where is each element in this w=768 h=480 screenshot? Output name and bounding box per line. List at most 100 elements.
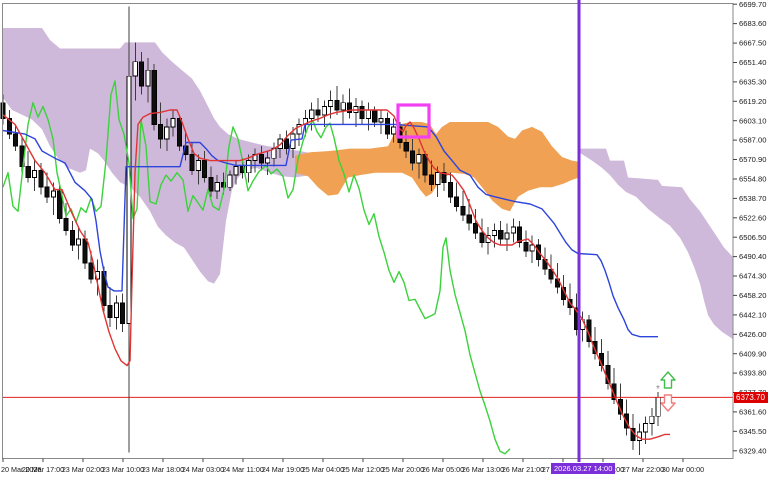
candle xyxy=(170,117,176,128)
candle xyxy=(208,177,214,192)
candle xyxy=(132,61,138,77)
chikou-span-line xyxy=(2,80,511,455)
candle xyxy=(416,154,422,164)
candle xyxy=(409,150,416,164)
candle xyxy=(617,398,623,415)
x-axis-label: 24 Mar 19:00 xyxy=(262,465,304,474)
buy-arrow-icon[interactable] xyxy=(660,371,676,389)
y-axis-label: 6426.00 xyxy=(739,330,766,339)
x-axis-label: 20 Mar 17:00 xyxy=(22,465,64,474)
candle xyxy=(523,242,529,252)
senkou-cloud-left xyxy=(3,28,335,284)
candle xyxy=(227,174,233,188)
candle xyxy=(472,222,479,234)
candle xyxy=(479,232,485,244)
candle xyxy=(145,69,151,87)
y-axis-label: 6619.20 xyxy=(739,97,766,106)
candle xyxy=(309,109,315,119)
x-axis-label: 25 Mar 20:00 xyxy=(382,465,424,474)
object-marker[interactable]: * xyxy=(656,384,660,395)
candle xyxy=(69,230,75,246)
candle xyxy=(139,61,145,87)
candle xyxy=(517,226,523,244)
y-axis-label: 6393.80 xyxy=(739,369,766,378)
candle xyxy=(548,268,554,280)
candle xyxy=(44,186,50,198)
y-axis-label: 6538.70 xyxy=(739,194,766,203)
candle xyxy=(50,190,56,198)
x-axis-label: 26 Mar 13:00 xyxy=(462,465,504,474)
candle xyxy=(340,102,346,111)
tenkan-sen-line xyxy=(2,109,670,440)
candle xyxy=(372,109,378,123)
candle xyxy=(498,230,504,240)
candle xyxy=(378,117,384,123)
y-axis-label: 6474.30 xyxy=(739,272,766,281)
candle xyxy=(466,214,472,224)
candle xyxy=(202,160,208,178)
candle xyxy=(649,415,655,424)
senkou-cloud-mid xyxy=(295,122,579,212)
x-axis-label: 23 Mar 18:00 xyxy=(142,465,184,474)
candle xyxy=(120,302,126,324)
chart-border xyxy=(2,3,734,459)
candle xyxy=(31,169,38,178)
x-axis-label: 20 Mar 2026 xyxy=(1,465,41,474)
y-axis-label: 6635.30 xyxy=(739,78,766,87)
y-axis-label: 6554.80 xyxy=(739,175,766,184)
x-axis-label: 23 Mar 10:00 xyxy=(102,465,144,474)
y-axis-label: 6699.70 xyxy=(739,0,766,9)
candle xyxy=(76,238,82,246)
candle xyxy=(346,102,353,113)
candle xyxy=(504,232,510,240)
x-axis-label: 25 Mar 04:00 xyxy=(302,465,344,474)
candle xyxy=(611,383,617,400)
candle xyxy=(491,230,497,236)
x-axis-label: 24 Mar 11:00 xyxy=(222,465,264,474)
y-axis-label: 6458.20 xyxy=(739,291,766,300)
candle xyxy=(283,138,290,150)
x-axis-label: 26 Mar 21:00 xyxy=(502,465,544,474)
y-axis-label: 6522.60 xyxy=(739,213,766,222)
candle xyxy=(151,69,157,125)
candle xyxy=(13,133,19,147)
candle xyxy=(428,174,434,186)
candle xyxy=(88,262,94,280)
candle xyxy=(315,109,321,116)
y-axis-label: 6506.50 xyxy=(739,233,766,242)
candle xyxy=(384,117,390,135)
selected-time-tag[interactable]: 2026.03.27 14:00 xyxy=(551,463,616,474)
candle xyxy=(176,117,182,147)
y-axis: 6699.70 6683.60 6667.50 6651.40 6635.30 6619.… xyxy=(733,0,766,455)
y-axis-label: 6345.50 xyxy=(739,427,766,436)
candle xyxy=(233,166,239,176)
candle xyxy=(655,396,661,417)
x-axis-label: 23 Mar 02:00 xyxy=(62,465,104,474)
candle xyxy=(25,166,31,178)
candle xyxy=(126,75,132,324)
candle xyxy=(441,172,447,183)
candle xyxy=(454,196,460,207)
candle xyxy=(246,160,252,174)
highlight-rectangle[interactable] xyxy=(396,103,431,139)
y-axis-label: 6570.90 xyxy=(739,155,766,164)
y-axis-label: 6442.10 xyxy=(739,311,766,320)
y-axis-label: 6587.00 xyxy=(739,136,766,145)
candle xyxy=(365,109,371,119)
candle xyxy=(296,123,302,135)
current-price-tag[interactable]: 6373.70 xyxy=(734,391,768,403)
candle xyxy=(592,341,598,355)
x-axis-label: 24 Mar 03:00 xyxy=(182,465,224,474)
kijun-sen-line xyxy=(2,123,658,338)
candle xyxy=(359,105,365,119)
candle xyxy=(57,190,63,219)
candle xyxy=(214,181,220,192)
candle xyxy=(422,154,428,176)
candle xyxy=(510,226,516,234)
candle xyxy=(113,302,119,318)
sell-arrow-icon[interactable] xyxy=(660,394,676,412)
candle xyxy=(643,423,649,433)
candle xyxy=(460,205,466,216)
